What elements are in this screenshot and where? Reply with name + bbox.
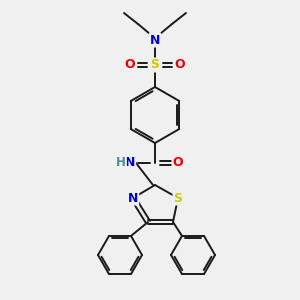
Text: O: O <box>173 157 183 169</box>
Text: S: S <box>173 191 182 205</box>
Text: O: O <box>125 58 135 71</box>
Text: O: O <box>175 58 185 71</box>
Text: N: N <box>150 34 160 46</box>
Text: N: N <box>125 157 135 169</box>
Text: H: H <box>116 157 126 169</box>
Text: N: N <box>128 191 138 205</box>
Text: S: S <box>151 58 160 71</box>
